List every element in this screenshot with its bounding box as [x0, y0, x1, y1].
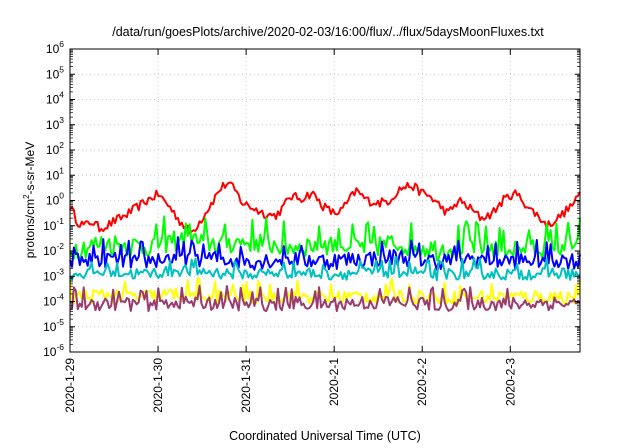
x-axis: 2020-1-29 2020-1-30 2020-1-31 2020-2-1 2020-…: [63, 49, 517, 413]
y-tick-exponent: 0: [59, 191, 64, 201]
y-tick-label: 10-5: [43, 317, 64, 334]
y-tick-exponent: 3: [59, 115, 64, 125]
y-tick-exponent: -3: [56, 266, 64, 276]
y-tick-label: 101: [46, 165, 64, 182]
y-tick-exponent: -6: [56, 342, 64, 352]
y-tick-label: 10-3: [43, 266, 64, 283]
y-tick-base: 10: [46, 67, 60, 81]
y-tick-base: 10: [43, 219, 57, 233]
y-tick-exponent: 1: [59, 165, 64, 175]
y-tick-exponent: 2: [59, 140, 64, 150]
y-tick-base: 10: [46, 143, 60, 157]
y-tick-exponent: -4: [56, 292, 64, 302]
y-tick-exponent: -1: [56, 216, 64, 226]
y-tick-base: 10: [46, 118, 60, 132]
y-tick-label: 105: [46, 64, 64, 81]
y-tick-base: 10: [46, 168, 60, 182]
y-axis: 10-610-510-410-310-210-11001011021031041…: [43, 39, 580, 359]
grid: [69, 49, 580, 352]
x-tick-label: 2020-2-3: [503, 358, 517, 406]
y-tick-label: 10-4: [43, 292, 64, 309]
y-tick-base: 10: [43, 345, 57, 359]
x-axis-label: Coordinated Universal Time (UTC): [229, 429, 421, 443]
x-tick-label: 2020-1-30: [151, 358, 165, 413]
y-tick-base: 10: [43, 295, 57, 309]
series-line-4: [69, 255, 581, 282]
x-tick-label: 2020-1-31: [239, 358, 253, 413]
y-tick-exponent: 6: [59, 39, 64, 49]
y-axis-label-unit: -s-sr-MeV: [23, 142, 37, 195]
series-line-6: [69, 284, 581, 313]
series-group: [69, 181, 581, 313]
y-tick-base: 10: [46, 42, 60, 56]
y-tick-label: 102: [46, 140, 64, 157]
y-tick-base: 10: [46, 93, 60, 107]
x-tick-label: 2020-1-29: [63, 358, 77, 413]
y-tick-base: 10: [46, 194, 60, 208]
chart-title: /data/run/goesPlots/archive/2020-02-03/1…: [112, 25, 544, 39]
x-tick-label: 2020-2-1: [327, 358, 341, 406]
y-tick-label: 106: [46, 39, 64, 56]
y-tick-exponent: -2: [56, 241, 64, 251]
y-tick-exponent: 5: [59, 64, 64, 74]
y-tick-label: 10-6: [43, 342, 64, 359]
y-tick-label: 10-1: [43, 216, 64, 233]
y-tick-label: 103: [46, 115, 64, 132]
y-tick-label: 100: [46, 191, 64, 208]
series-line-2: [69, 215, 581, 262]
y-tick-base: 10: [43, 244, 57, 258]
series-line-1: [69, 181, 581, 235]
y-tick-base: 10: [43, 320, 57, 334]
y-tick-exponent: 4: [59, 90, 64, 100]
y-tick-label: 10-2: [43, 241, 64, 258]
series-line-5: [69, 277, 581, 306]
y-tick-label: 104: [46, 90, 64, 107]
y-tick-base: 10: [43, 269, 57, 283]
y-axis-label: protons/cm2-s-sr-MeV: [22, 142, 37, 258]
y-axis-label-main: protons/cm: [23, 199, 37, 258]
y-tick-exponent: -5: [56, 317, 64, 327]
y-axis-label-superscript: 2: [22, 194, 31, 199]
x-tick-label: 2020-2-2: [415, 358, 429, 406]
